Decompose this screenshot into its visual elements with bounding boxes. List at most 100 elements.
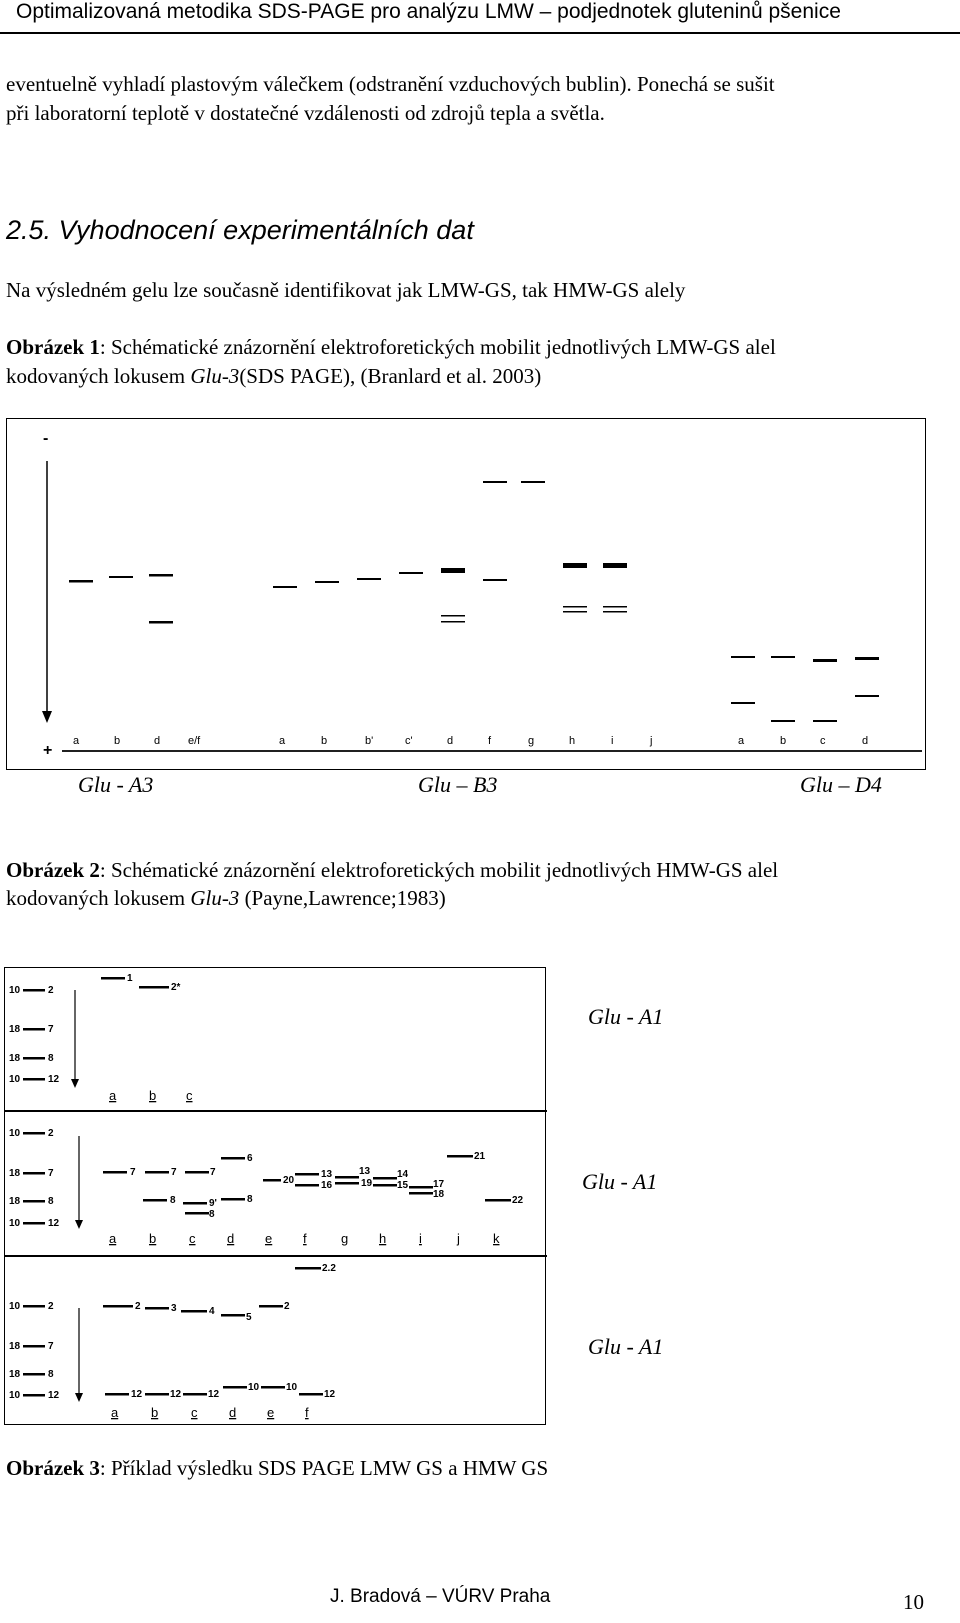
figure2-caption-locus: Glu-3: [190, 886, 240, 910]
reference-label: 12: [48, 1218, 60, 1229]
band-label: 22: [512, 1195, 524, 1206]
gel-band: [149, 574, 173, 577]
gel-band: [181, 1310, 207, 1313]
figure1-caption-line2: kodovaných lokusem Glu-3(SDS PAGE), (Bra…: [6, 362, 541, 391]
figure1-caption-suffix: (SDS PAGE), (Branlard et al. 2003): [239, 364, 542, 388]
gel-band: [183, 1202, 207, 1205]
lane-label: c: [189, 1231, 196, 1246]
intro-line-1: eventuelně vyhladí plastovým válečkem (o…: [6, 72, 775, 96]
gel-band: [105, 1393, 129, 1396]
figure1-arrowhead-icon: [42, 711, 52, 723]
gel-band: [103, 1171, 127, 1174]
band-label: 8: [209, 1209, 215, 1220]
gel-band: [23, 1172, 45, 1175]
band-label: 12: [170, 1389, 182, 1400]
reference-label: 18: [9, 1369, 21, 1380]
lane-label: b': [365, 735, 373, 747]
band-label: 2: [284, 1301, 290, 1312]
gel-band: [485, 1199, 511, 1202]
reference-label: 10: [9, 1218, 21, 1229]
gel-band: [145, 1393, 169, 1396]
gel-band: [731, 702, 755, 704]
band-label: 15: [397, 1180, 409, 1191]
band-label: 7: [171, 1167, 177, 1178]
gel-band: [813, 659, 837, 662]
figure2-panel3-label: Glu - A1: [588, 1334, 664, 1359]
gel-band: [295, 1267, 321, 1270]
figure1-locus-label-a3: Glu - A3: [78, 772, 154, 797]
gel-band: [563, 606, 587, 608]
page-number: 10: [903, 1590, 924, 1614]
section-heading: 2.5. Vyhodnocení experimentálních dat: [6, 215, 474, 245]
gel-band: [145, 1171, 169, 1174]
gel-band: [295, 1184, 319, 1187]
figure1-bands-glu-a3: [69, 574, 173, 624]
gel-band: [771, 656, 795, 658]
gel-band: [185, 1212, 209, 1215]
band-label: 13: [359, 1166, 371, 1177]
gel-band: [335, 1182, 359, 1185]
footer-author: J. Bradová – VÚRV Praha: [330, 1586, 551, 1607]
band-label: 8: [170, 1195, 176, 1206]
figure1-locus-label-b3: Glu – B3: [418, 772, 498, 797]
gel-band: [563, 563, 587, 568]
gel-band: [143, 1199, 167, 1202]
lane-label: g: [341, 1231, 348, 1246]
band-label: 3: [171, 1303, 177, 1314]
gel-band: [183, 1393, 207, 1396]
lane-label: h: [569, 735, 575, 747]
reference-label: 7: [48, 1024, 54, 1035]
arrowhead-icon: [75, 1393, 83, 1402]
gel-band: [221, 1198, 245, 1201]
gel-band: [109, 576, 133, 578]
reference-label: 2: [48, 1301, 54, 1312]
band-label: 13: [321, 1169, 333, 1180]
gel-band: [447, 1155, 473, 1158]
gel-band: [399, 572, 423, 574]
reference-label: 7: [48, 1168, 54, 1179]
document-header-title: Optimalizovaná metodika SDS-PAGE pro ana…: [16, 0, 841, 23]
band-label: 14: [397, 1169, 409, 1180]
figure1-caption-text: : Schématické znázornění elektroforetick…: [99, 335, 776, 359]
gel-band: [23, 1345, 45, 1348]
figure1-caption-line1: Obrázek 1: Schématické znázornění elektr…: [6, 333, 776, 362]
gel-band: [373, 1177, 397, 1180]
reference-label: 18: [9, 1024, 21, 1035]
lane-label: e/f: [188, 735, 201, 747]
gel-band: [101, 977, 125, 980]
gel-band: [603, 563, 627, 568]
gel-band: [299, 1393, 323, 1396]
figure2-caption-suffix: (Payne,Lawrence;1983): [239, 886, 446, 910]
lane-label: b: [149, 1088, 156, 1103]
band-label: 7: [210, 1167, 216, 1178]
lane-label: d: [862, 735, 868, 747]
gel-band: [23, 1078, 45, 1081]
figure3-caption-label: Obrázek 3: [6, 1456, 100, 1480]
lane-label: b: [114, 735, 120, 747]
band-label: 21: [474, 1151, 486, 1162]
reference-label: 7: [48, 1341, 54, 1352]
lane-label: a: [279, 735, 286, 747]
figure1-caption-prefix: kodovaných lokusem: [6, 364, 191, 388]
gel-band: [855, 657, 879, 660]
lane-label: b: [321, 735, 327, 747]
lane-label: g: [528, 735, 534, 747]
figure1-gel-svg: - +: [42, 430, 922, 759]
reference-label: 8: [48, 1196, 54, 1207]
figure2-panel3: 2.2 10 2 18 7 18 8 10 12 2 3 4: [9, 1263, 336, 1420]
gel-band: [261, 1386, 285, 1389]
lane-label: d: [447, 735, 453, 747]
figure2-caption-line2: kodovaných lokusem Glu-3 (Payne,Lawrence…: [6, 884, 446, 913]
lane-label: a: [73, 735, 80, 747]
gel-band: [23, 1200, 45, 1203]
reference-label: 12: [48, 1390, 60, 1401]
lane-label: b: [149, 1231, 156, 1246]
lane-label: e: [267, 1405, 274, 1420]
reference-label: 8: [48, 1369, 54, 1380]
lane-label: i: [419, 1231, 422, 1246]
lane-label: f: [303, 1231, 307, 1246]
band-label: 2*: [171, 982, 181, 993]
gel-band: [149, 621, 173, 624]
lane-label: i: [611, 735, 613, 747]
gel-band: [373, 1184, 397, 1187]
